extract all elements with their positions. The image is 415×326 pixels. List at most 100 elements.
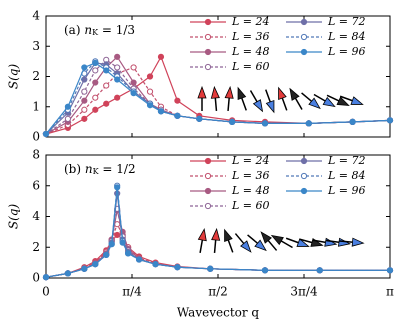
series-line: [45, 187, 390, 278]
y-tick-label: 4: [32, 9, 40, 23]
panel-label-sub: K: [92, 28, 99, 37]
legend-marker: [204, 18, 212, 26]
legend-marker: [300, 18, 308, 26]
y-axis-label: S(q): [7, 204, 21, 230]
data-point: [81, 106, 88, 113]
series-line: [45, 60, 391, 135]
legend-label: L = 60: [231, 60, 270, 73]
legend-marker: [300, 187, 308, 195]
data-point: [103, 251, 110, 259]
y-tick-label: 0: [32, 130, 40, 144]
series-line: [45, 62, 391, 135]
data-point: [92, 106, 99, 113]
data-point: [64, 103, 71, 110]
x-tick-label: π: [386, 285, 394, 299]
panel-label-sub: K: [93, 167, 100, 176]
data-point: [92, 261, 99, 268]
panel-label-var: n: [85, 162, 93, 176]
panel-label-rest: = 1/3: [98, 23, 135, 37]
data-point: [157, 53, 165, 60]
legend-label: L = 72: [327, 154, 366, 167]
data-point: [174, 112, 181, 119]
data-point: [386, 117, 394, 124]
data-point: [114, 94, 121, 101]
data-point: [130, 79, 137, 86]
y-tick-label: 1: [32, 99, 40, 113]
y-tick-label: 4: [32, 209, 40, 223]
legend-label: L = 84: [327, 169, 366, 182]
panel-label-var: n: [84, 23, 92, 37]
legend-marker: [300, 172, 308, 180]
x-tick-label: 0: [42, 285, 50, 299]
y-tick-label: 2: [32, 69, 40, 83]
spin-head: [308, 97, 321, 110]
legend-marker: [204, 63, 212, 71]
spin-head: [210, 85, 220, 99]
panel-label: (a) nK = 1/3: [64, 23, 135, 38]
data-point: [305, 120, 312, 127]
y-tick-label: 0: [32, 271, 40, 285]
spin-head: [224, 228, 233, 243]
legend-label: L = 96: [327, 184, 366, 197]
data-point: [119, 239, 126, 246]
data-point: [114, 231, 121, 239]
x-tick-label: 3π/4: [290, 285, 318, 299]
spin-head: [252, 99, 264, 113]
legend-label: L = 48: [231, 45, 270, 58]
series-line: [45, 59, 391, 135]
data-point: [125, 250, 132, 257]
panel-label-rest: = 1/2: [99, 162, 136, 176]
series-line: [45, 55, 391, 135]
spin-head: [197, 85, 207, 99]
data-point: [108, 241, 115, 248]
legend-label: L = 24: [231, 154, 270, 167]
x-axis-label: Wavevector q: [177, 306, 260, 320]
data-point: [114, 76, 121, 83]
spin-head: [254, 239, 267, 252]
data-point: [386, 267, 394, 274]
spin-head: [197, 228, 207, 242]
x-tick-label: π/4: [122, 285, 142, 299]
spin-head: [224, 85, 234, 99]
data-point: [174, 264, 181, 271]
data-point: [114, 64, 121, 71]
data-point: [196, 115, 203, 122]
data-point: [103, 100, 110, 107]
data-point: [103, 82, 110, 89]
data-point: [130, 64, 137, 71]
spin-head: [265, 99, 275, 114]
legend-label: L = 24: [231, 15, 270, 28]
legend-label: L = 84: [327, 30, 366, 43]
data-point: [152, 261, 159, 268]
spin-head: [336, 96, 350, 106]
spin-head: [296, 238, 310, 247]
spin-head: [350, 96, 364, 105]
data-point: [114, 53, 121, 60]
spin-head: [322, 96, 336, 108]
spin-insets: [197, 85, 365, 254]
spin-head: [289, 87, 300, 101]
legend-marker: [300, 157, 308, 165]
data-point: [130, 90, 137, 97]
data-point: [349, 118, 356, 125]
data-point: [316, 267, 323, 274]
data-point: [135, 256, 143, 263]
data-point: [103, 67, 110, 74]
legend-label: L = 96: [327, 45, 366, 58]
y-axis-label: S(q): [7, 64, 21, 90]
series-line: [45, 66, 391, 135]
spin-head: [310, 237, 324, 247]
data-point: [92, 79, 99, 86]
spin-head: [211, 227, 221, 241]
data-point: [64, 270, 71, 277]
data-point: [64, 115, 71, 122]
y-tick-label: 3: [32, 39, 40, 53]
legend-marker: [300, 48, 308, 56]
data-point: [81, 97, 88, 104]
y-tick-label: 2: [32, 240, 40, 254]
legend-label: L = 60: [231, 199, 270, 212]
spin-head: [351, 237, 365, 247]
legend-label: L = 72: [327, 15, 366, 28]
legend-marker: [204, 202, 212, 210]
data-point: [146, 73, 154, 80]
